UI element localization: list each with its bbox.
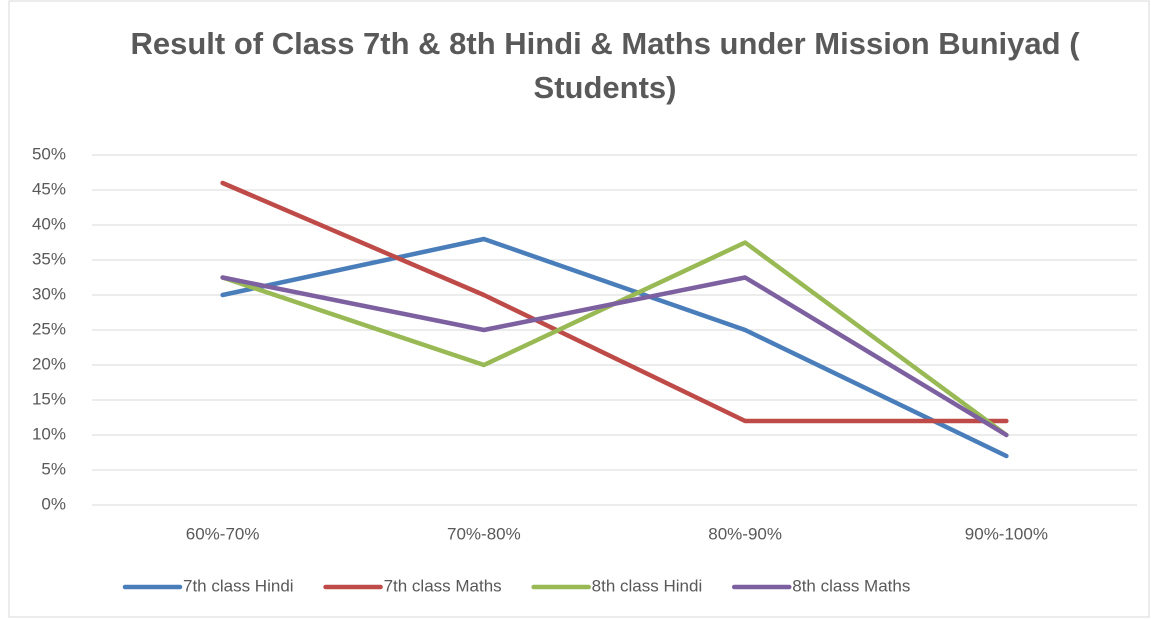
legend-label: 7th class Maths [384,576,502,595]
x-tick-label: 90%-100% [965,524,1048,543]
y-tick-label: 0% [41,494,66,513]
y-tick-label: 40% [32,214,66,233]
legend-label: 7th class Hindi [183,576,294,595]
y-tick-label: 30% [32,284,66,303]
x-tick-label: 60%-70% [186,524,260,543]
series-line [220,275,1009,438]
y-tick-label: 20% [32,354,66,373]
y-tick-label: 50% [32,144,66,163]
legend-label: 8th class Hindi [592,576,703,595]
legend-label: 8th class Maths [792,576,910,595]
chart-title: Result of Class 7th & 8th Hindi & Maths … [130,26,1080,105]
y-tick-label: 15% [32,389,66,408]
x-tick-label: 80%-90% [708,524,782,543]
x-tick-label: 70%-80% [447,524,521,543]
y-tick-label: 5% [41,459,66,478]
y-tick-label: 45% [32,179,66,198]
series-line [220,180,1009,424]
y-tick-label: 35% [32,249,66,268]
y-tick-label: 10% [32,424,66,443]
y-tick-label: 25% [32,319,66,338]
series-line [220,236,1009,459]
chart-border [8,0,1150,618]
